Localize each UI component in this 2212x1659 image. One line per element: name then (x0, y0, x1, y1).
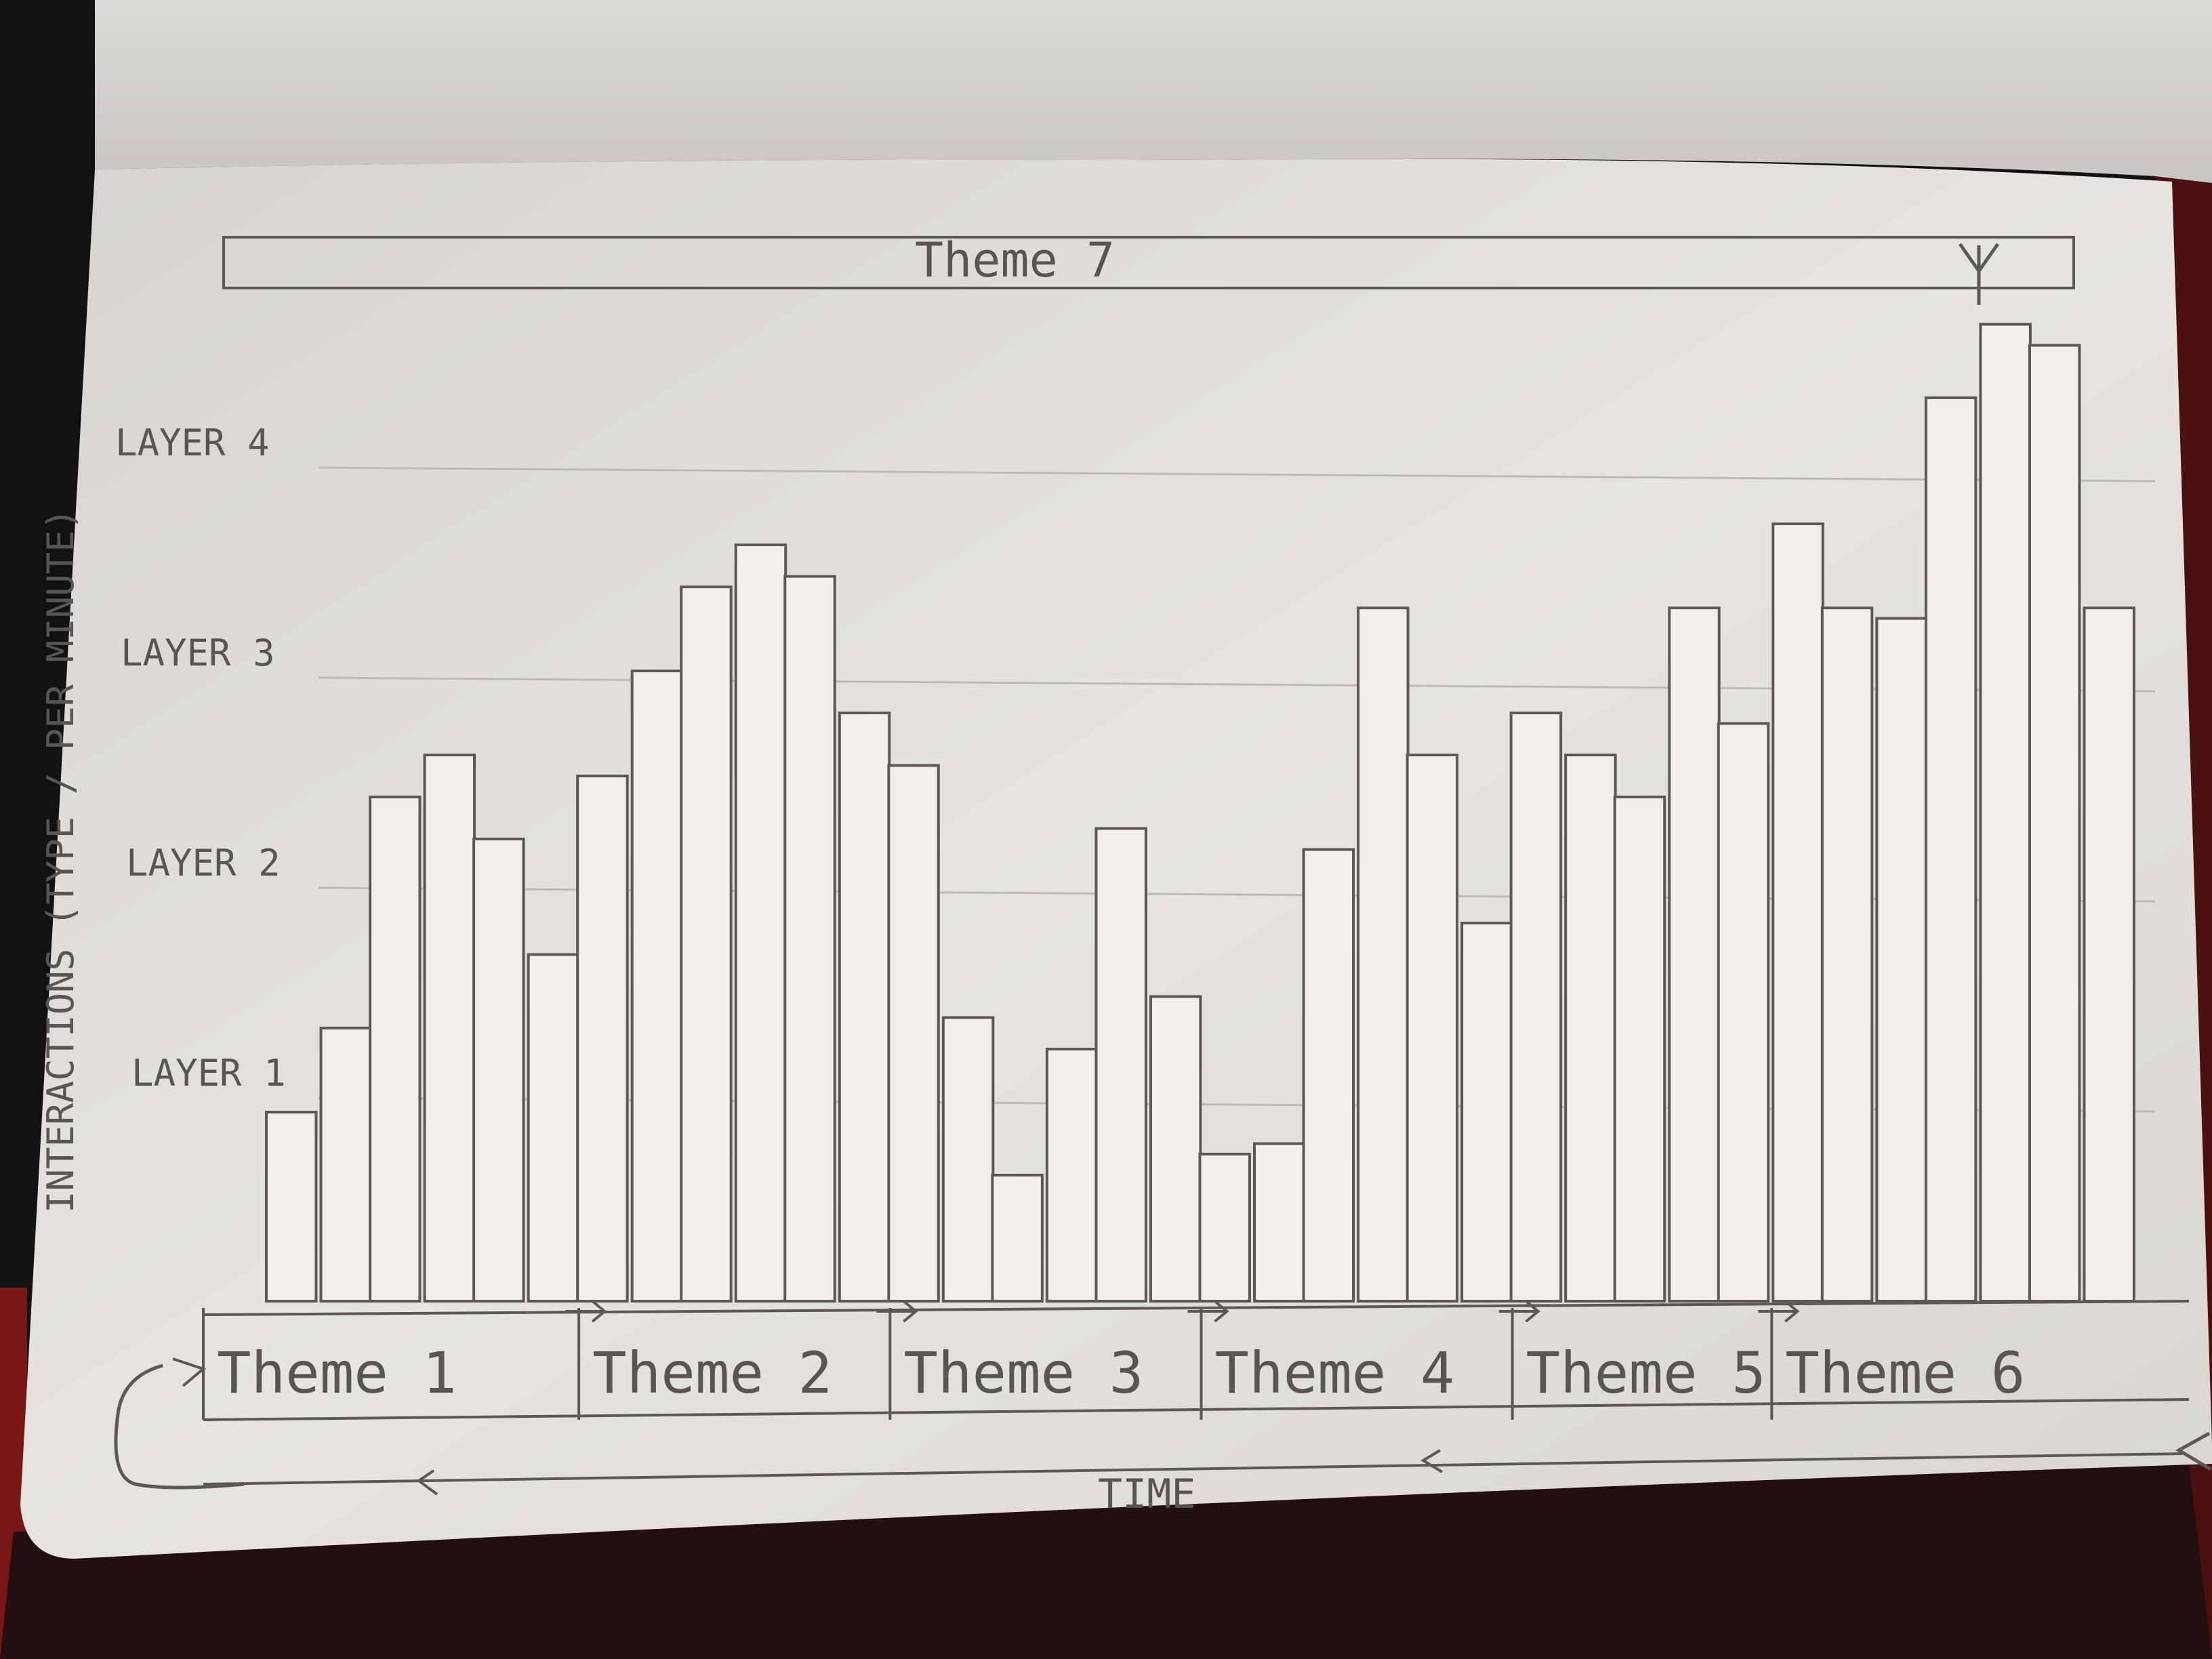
loop-back-arrow (114, 1364, 245, 1490)
bar-33 (1924, 396, 1978, 1303)
bar-24 (1460, 922, 1513, 1303)
theme-arrow-4 (1187, 1300, 1229, 1323)
bar-9 (680, 586, 733, 1303)
bar-12 (838, 712, 891, 1303)
bar-21 (1302, 848, 1355, 1303)
theme-arrow-2 (565, 1300, 607, 1323)
theme-7-box (222, 236, 2075, 289)
bar-3 (369, 796, 422, 1303)
bar-2 (319, 1027, 372, 1303)
upper-page (95, 0, 2212, 183)
bar-28 (1668, 607, 1721, 1303)
theme-label-6: Theme 6 (1785, 1340, 2025, 1406)
layer-4-label: LAYER 4 (115, 422, 270, 464)
theme-label-2: Theme 2 (592, 1340, 832, 1406)
bar-35 (2028, 344, 2081, 1303)
bar-4 (423, 754, 476, 1303)
bar-20 (1253, 1142, 1306, 1303)
theme-arrow-6 (1758, 1300, 1800, 1323)
theme-strip: Theme 1 Theme 2 Theme 3 Theme 4 Theme 5 Theme… (202, 1300, 2190, 1421)
bar-17 (1094, 827, 1147, 1303)
bar-8 (630, 670, 684, 1303)
y-axis-title: INTERACTIONS (TYPE / PER MINUTE) (39, 508, 82, 1213)
time-arrow-line (203, 1452, 2183, 1486)
theme-7-banner: Theme 7 (222, 232, 2075, 305)
layer-3-label: LAYER 3 (121, 632, 275, 674)
bar-23 (1406, 754, 1459, 1303)
bar-15 (991, 1174, 1044, 1303)
time-arrow-tick-2 (1420, 1449, 1443, 1473)
theme-7-label: Theme 7 (915, 232, 1115, 288)
loop-arrow-head (172, 1357, 207, 1387)
time-arrow-head (2175, 1431, 2212, 1471)
gridline-layer-4 (318, 466, 2156, 483)
bar-11 (783, 575, 836, 1303)
theme-label-5: Theme 5 (1526, 1340, 1766, 1406)
bar-25 (1509, 712, 1563, 1303)
layer-1-label: LAYER 1 (131, 1052, 286, 1094)
bar-7 (576, 775, 629, 1303)
bar-series (265, 323, 2135, 1303)
bar-32 (1875, 617, 1928, 1303)
layer-labels: LAYER 1 LAYER 2 LAYER 3 LAYER 4 (115, 422, 286, 1094)
bar-26 (1564, 754, 1617, 1303)
bar-34 (1979, 323, 2032, 1303)
theme-arrow-3 (876, 1300, 918, 1323)
time-axis: TIME (114, 1357, 2212, 1518)
bar-31 (1820, 607, 1874, 1303)
time-arrow-tick-1 (416, 1469, 438, 1496)
bar-30 (1771, 523, 1824, 1303)
bar-22 (1357, 607, 1410, 1303)
theme-7-marker (1958, 243, 2000, 305)
bar-27 (1613, 796, 1666, 1303)
bar-16 (1045, 1048, 1099, 1303)
bar-14 (941, 1016, 995, 1303)
theme-label-4: Theme 4 (1215, 1340, 1455, 1406)
bar-13 (887, 764, 940, 1303)
bar-10 (734, 544, 787, 1303)
x-axis-title: TIME (1098, 1471, 1196, 1518)
bar-1 (265, 1111, 318, 1303)
theme-strip-bottom (203, 1398, 2190, 1421)
theme-label-3: Theme 3 (903, 1340, 1143, 1406)
bar-19 (1198, 1153, 1251, 1303)
layer-2-label: LAYER 2 (126, 842, 281, 884)
bar-29 (1717, 722, 1770, 1303)
bar-36 (2083, 607, 2135, 1303)
theme-label-1: Theme 1 (217, 1340, 457, 1406)
bar-5 (472, 838, 525, 1303)
bar-18 (1149, 995, 1202, 1303)
theme-arrow-5 (1498, 1300, 1540, 1323)
bar-6 (527, 953, 580, 1303)
theme-strip-top (203, 1300, 2190, 1316)
notebook-back-shadow (0, 1464, 2212, 1659)
